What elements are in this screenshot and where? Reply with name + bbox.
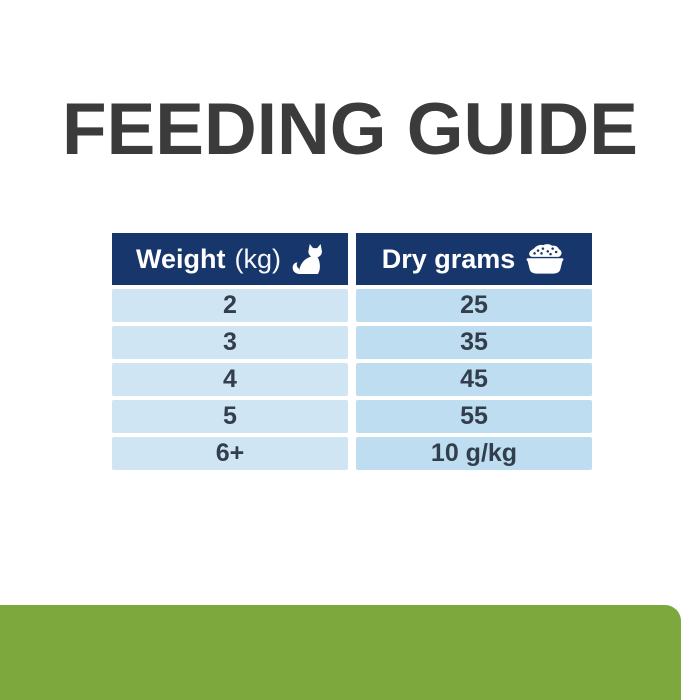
- feeding-guide-table: Weight (kg) Dry grams: [112, 233, 592, 470]
- weight-unit-label: (kg): [234, 243, 282, 274]
- table-row: 5 55: [112, 400, 592, 433]
- dry-grams-cell: 45: [356, 363, 592, 396]
- weight-cell: 3: [112, 326, 348, 359]
- table-row: 6+ 10 g/kg: [112, 437, 592, 470]
- page-title: FEEDING GUIDE: [62, 88, 638, 170]
- table-row: 4 45: [112, 363, 592, 396]
- table-row: 2 25: [112, 289, 592, 322]
- pet-food-bowl-icon: [526, 244, 564, 274]
- weight-header-label: Weight: [136, 243, 226, 274]
- table-header-row: Weight (kg) Dry grams: [112, 233, 592, 285]
- weight-cell: 4: [112, 363, 348, 396]
- dry-grams-column-header: Dry grams: [356, 233, 592, 285]
- green-footer-bar: [0, 605, 681, 700]
- table-row: 3 35: [112, 326, 592, 359]
- dry-grams-cell: 55: [356, 400, 592, 433]
- weight-column-header: Weight (kg): [112, 233, 348, 285]
- dry-grams-cell: 35: [356, 326, 592, 359]
- weight-cell: 6+: [112, 437, 348, 470]
- weight-cell: 5: [112, 400, 348, 433]
- dry-grams-cell: 25: [356, 289, 592, 322]
- dry-grams-cell: 10 g/kg: [356, 437, 592, 470]
- table-body: 2 25 3 35 4 45 5 55 6+ 10 g/kg: [112, 289, 592, 470]
- weight-cell: 2: [112, 289, 348, 322]
- dry-grams-header-label: Dry grams: [381, 243, 516, 274]
- cat-icon: [292, 244, 322, 274]
